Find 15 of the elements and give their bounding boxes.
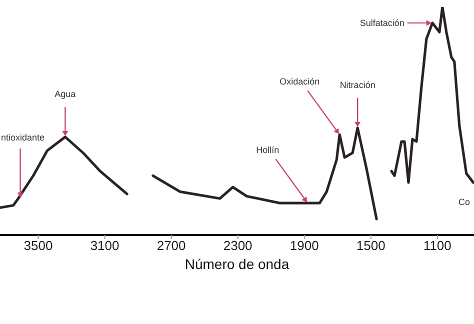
x-tick-label: 2700 bbox=[156, 238, 186, 254]
annotation: Nitración bbox=[340, 80, 376, 90]
x-tick-label: 1100 bbox=[423, 238, 452, 254]
annotation: Agua bbox=[54, 88, 76, 99]
x-axis-title: Número de onda bbox=[184, 256, 290, 272]
annotation: ntioxidante bbox=[1, 132, 45, 143]
x-tick-label: 2300 bbox=[223, 238, 252, 254]
x-tick-label: 1500 bbox=[356, 238, 386, 254]
x-tick-label: 1900 bbox=[290, 238, 319, 254]
x-tick-label: 3500 bbox=[24, 238, 53, 254]
annotation: Hollín bbox=[256, 145, 280, 156]
annotation: Sulfatación bbox=[360, 18, 404, 28]
x-tick-label: 3100 bbox=[90, 238, 120, 254]
annotation: Co bbox=[458, 197, 470, 207]
annotation: Oxidación bbox=[280, 76, 320, 87]
